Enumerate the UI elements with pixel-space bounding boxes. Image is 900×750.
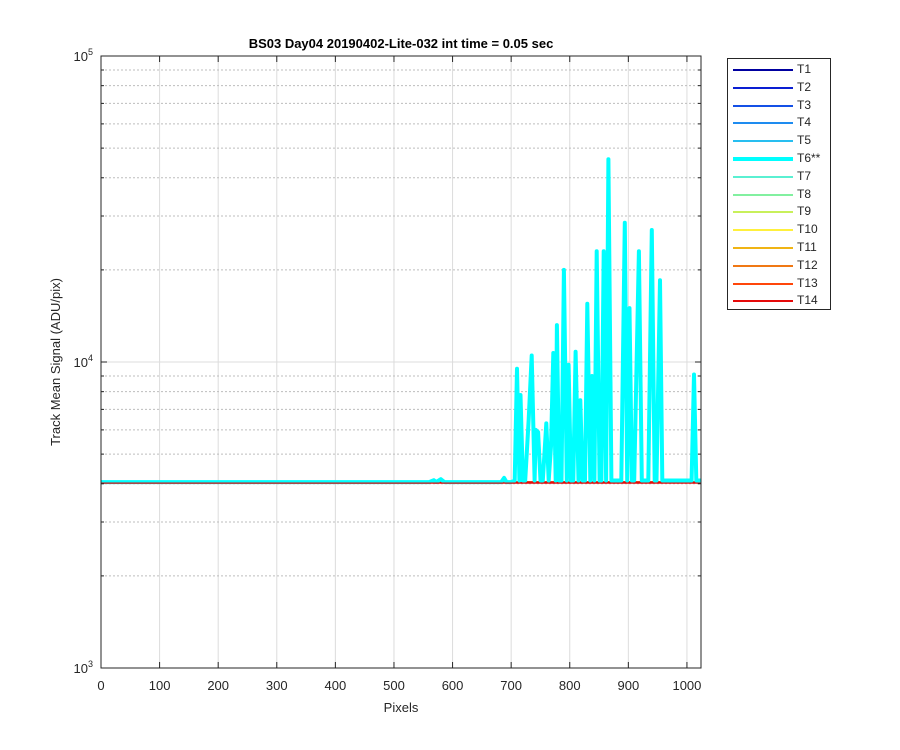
y-tick-label: 105 (74, 47, 93, 64)
series-lines (101, 157, 701, 485)
legend-item-T11: T11 (728, 239, 830, 257)
legend-swatch (733, 229, 793, 232)
legend-swatch (733, 300, 793, 303)
legend-item-T1: T1 (728, 61, 830, 79)
legend-item-T8: T8 (728, 186, 830, 204)
legend-swatch (733, 104, 793, 107)
legend-label: T3 (797, 97, 812, 112)
legend-label: T5 (797, 133, 812, 148)
legend-label: T2 (797, 79, 812, 94)
series-line-T6 (101, 157, 701, 485)
y-tick-label: 104 (74, 353, 93, 370)
legend-swatch (733, 140, 793, 143)
legend-label: T12 (797, 257, 818, 272)
x-tick-label: 200 (207, 678, 229, 693)
x-tick-label: 700 (500, 678, 522, 693)
legend-label: T14 (797, 293, 818, 308)
legend-label: T1 (797, 62, 812, 76)
y-axis-label: Track Mean Signal (ADU/pix) (48, 278, 63, 446)
legend-item-T3: T3 (728, 97, 830, 115)
x-tick-label: 500 (383, 678, 405, 693)
legend-swatch (733, 211, 793, 214)
legend-item-T13: T13 (728, 275, 830, 293)
x-tick-label: 900 (617, 678, 639, 693)
legend-item-T6: T6** (728, 150, 830, 168)
legend-label: T6** (797, 151, 821, 165)
legend-item-T12: T12 (728, 257, 830, 275)
x-tick-label: 400 (325, 678, 347, 693)
x-tick-label: 600 (442, 678, 464, 693)
grid (101, 56, 701, 668)
legend-item-T5: T5 (728, 132, 830, 150)
legend-label: T11 (797, 240, 817, 254)
x-axis-label: Pixels (384, 700, 419, 715)
chart-title: BS03 Day04 20190402-Lite-032 int time = … (249, 36, 554, 51)
legend-swatch (733, 175, 793, 178)
legend-swatch (733, 282, 793, 285)
axis-ticks: 0 100 200 300 400 500 600 700 800 900 1000 103 104 10… (74, 47, 702, 693)
legend: T1 T2 T3 T4 T5 T6** T7 T8 T9 T10 T11 T12 T13 T14 (727, 58, 831, 310)
legend-swatch (733, 69, 793, 71)
legend-label: T10 (797, 222, 818, 237)
legend-label: T9 (797, 204, 812, 219)
legend-label: T8 (797, 186, 812, 201)
y-tick-label: 103 (74, 659, 93, 676)
legend-swatch (733, 86, 793, 89)
legend-item-T10: T10 (728, 221, 830, 239)
legend-label: T7 (797, 168, 812, 183)
legend-item-T2: T2 (728, 79, 830, 97)
legend-item-T9: T9 (728, 203, 830, 221)
legend-item-T7: T7 (728, 168, 830, 186)
legend-label: T4 (797, 115, 812, 130)
x-tick-label: 800 (559, 678, 581, 693)
legend-item-T4: T4 (728, 114, 830, 132)
legend-swatch (733, 157, 793, 161)
x-tick-label: 300 (266, 678, 288, 693)
x-tick-label: 100 (149, 678, 171, 693)
legend-label: T13 (797, 275, 818, 290)
x-tick-label: 0 (97, 678, 104, 693)
legend-swatch (733, 193, 793, 196)
legend-swatch (733, 247, 793, 249)
legend-swatch (733, 264, 793, 267)
legend-item-T14: T14 (728, 292, 830, 310)
x-tick-label: 1000 (672, 678, 701, 693)
legend-swatch (733, 122, 793, 125)
